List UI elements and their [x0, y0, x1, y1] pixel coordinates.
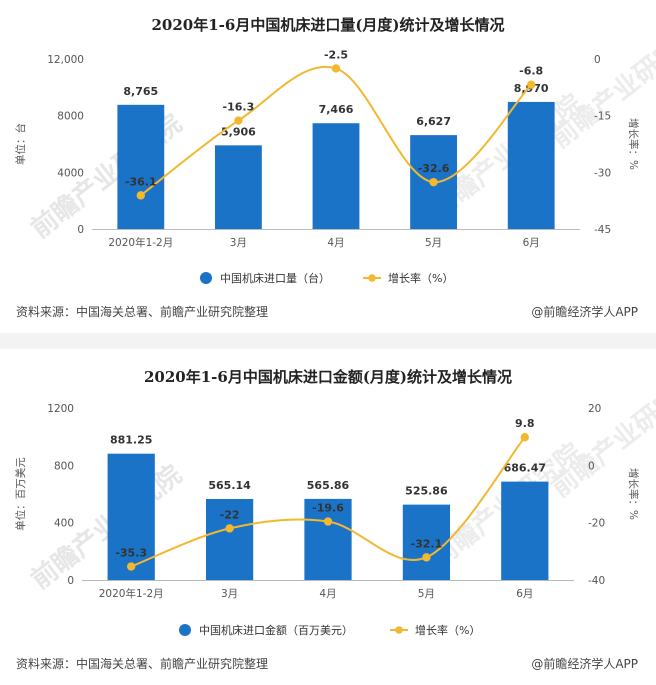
- growth-rate-point: [225, 524, 234, 533]
- watermark-left: 前瞻产业研究院: [25, 459, 188, 595]
- bar-value-label: 7,466: [319, 103, 354, 116]
- y-tick-label: 400: [54, 518, 74, 530]
- bar-value-label: 5,906: [221, 125, 256, 138]
- y2-tick-label: -20: [588, 518, 605, 530]
- legend-line-dot: [395, 626, 403, 634]
- growth-rate-point: [331, 64, 341, 73]
- x-tick-label: 2020年1-2月: [99, 587, 164, 600]
- x-tick-label: 4月: [327, 237, 344, 249]
- chart-title-1: 2020年1-6月中国机床进口量(月度)统计及增长情况: [151, 16, 505, 34]
- legend-bar-label: 中国机床进口量（台）: [220, 271, 330, 285]
- growth-rate-point: [520, 433, 529, 442]
- y-tick-label: 0: [77, 224, 84, 236]
- bar: [117, 104, 165, 229]
- legend-line-label: 增长率（%）: [388, 271, 453, 285]
- bar: [402, 504, 451, 580]
- x-tick-label: 6月: [523, 237, 540, 249]
- growth-rate-label: -36.1: [125, 175, 157, 188]
- legend-bar-marker: [200, 272, 212, 284]
- chart-panel-1: 2020年1-6月中国机床进口量(月度)统计及增长情况 前瞻产业研究院 前瞻产业研…: [0, 0, 656, 330]
- growth-rate-label: -16.3: [223, 101, 255, 114]
- legend-bar-marker: [179, 624, 191, 636]
- bar-value-label: 8,765: [123, 85, 158, 98]
- y2-tick-label: -40: [588, 575, 605, 587]
- y-tick-label: 800: [54, 460, 74, 472]
- y-axis-title: 单位：台: [14, 123, 27, 165]
- growth-rate-label: -35.3: [115, 547, 147, 560]
- bar: [507, 101, 555, 229]
- growth-rate-point: [127, 562, 136, 571]
- bar-value-label: 565.86: [307, 479, 350, 492]
- growth-rate-point: [136, 191, 145, 200]
- x-tick-label: 5月: [418, 588, 435, 600]
- y2-tick-label: 0: [594, 54, 601, 66]
- growth-rate-point: [422, 553, 431, 562]
- growth-rate-label: -6.8: [519, 65, 543, 78]
- bar-value-label: 525.86: [405, 485, 448, 498]
- growth-rate-point: [429, 177, 438, 187]
- growth-rate-point: [323, 517, 333, 526]
- chart-2-svg: 前瞻产业研究院前瞻产业研究院前瞻产业研究院04008001200-40-2002…: [14, 392, 656, 637]
- y2-tick-label: -30: [594, 167, 611, 179]
- legend-line-label: 增长率（%）: [415, 623, 480, 637]
- bar-value-label: 686.47: [504, 462, 546, 475]
- bar: [205, 498, 254, 580]
- legend-line-dot: [368, 274, 376, 282]
- y-tick-label: 12,000: [47, 54, 84, 66]
- y-tick-label: 8000: [57, 111, 84, 123]
- x-tick-label: 3月: [230, 237, 247, 249]
- bar-value-label: 6,627: [416, 115, 451, 128]
- y2-tick-label: 20: [588, 403, 601, 415]
- panel-divider: [0, 333, 656, 349]
- chart-panel-2: 2020年1-6月中国机床进口金额(月度)统计及增长情况 前瞻产业研究院 前瞻产业…: [0, 350, 656, 685]
- y2-axis-title: 增长率：%: [627, 468, 640, 520]
- y-axis-title: 单位：百万美元: [14, 457, 27, 531]
- y2-tick-label: 0: [588, 460, 595, 472]
- bar-value-label: 565.14: [208, 479, 251, 492]
- y-tick-label: 4000: [57, 167, 84, 179]
- y-tick-label: 1200: [47, 403, 74, 415]
- credit-2: @前瞻经济学人APP: [531, 657, 638, 671]
- growth-rate-label: -22: [220, 508, 240, 521]
- x-tick-label: 5月: [425, 237, 442, 249]
- growth-rate-label: 9.8: [515, 417, 535, 430]
- bar: [304, 498, 352, 580]
- x-tick-label: 4月: [319, 588, 336, 600]
- growth-rate-label: -32.6: [418, 162, 450, 175]
- growth-rate-label: -32.1: [411, 537, 443, 550]
- growth-rate-line: [130, 436, 526, 568]
- chart-1-svg: 前瞻产业研究院 前瞻产业研究院前瞻产业研究院04000800012,000-45-…: [14, 38, 656, 285]
- growth-rate-label: -19.6: [312, 502, 344, 515]
- growth-rate-label: -2.5: [324, 48, 348, 61]
- source-note-1: 资料来源：中国海关总署、前瞻产业研究院整理: [16, 305, 269, 319]
- legend-bar-label: 中国机床进口金额（百万美元）: [199, 623, 353, 637]
- bar: [107, 453, 155, 580]
- x-tick-label: 2020年1-2月: [108, 236, 173, 249]
- y-tick-label: 0: [67, 575, 74, 587]
- chart-title-2: 2020年1-6月中国机床进口金额(月度)统计及增长情况: [143, 368, 513, 386]
- credit-1: @前瞻经济学人APP: [531, 305, 638, 319]
- bar: [312, 123, 360, 229]
- x-tick-label: 6月: [516, 588, 533, 600]
- growth-rate-point: [234, 116, 243, 125]
- y2-tick-label: -45: [594, 224, 611, 236]
- bar: [214, 145, 262, 229]
- x-tick-label: 3月: [221, 588, 238, 600]
- growth-rate-point: [527, 80, 536, 89]
- bar-value-label: 881.25: [110, 434, 152, 447]
- source-note-2: 资料来源：中国海关总署、前瞻产业研究院整理: [16, 657, 269, 671]
- bar: [501, 481, 549, 580]
- y2-tick-label: -15: [594, 111, 611, 123]
- y2-axis-title: 增长率：%: [627, 118, 640, 170]
